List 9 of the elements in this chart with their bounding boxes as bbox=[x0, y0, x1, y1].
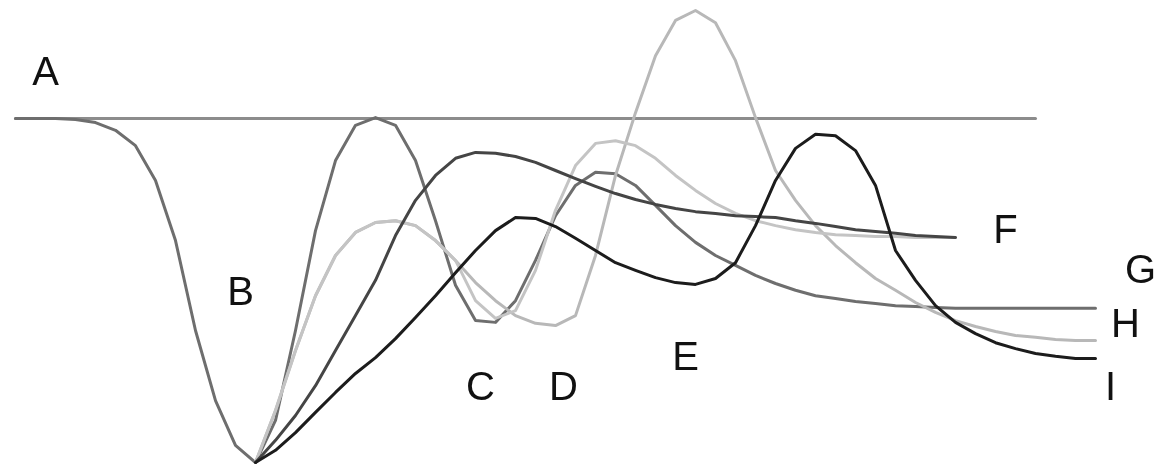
annotation: B bbox=[227, 268, 254, 313]
annotation: A bbox=[32, 48, 60, 93]
annotation: C bbox=[466, 363, 495, 408]
annotation: D bbox=[549, 363, 578, 408]
text: G bbox=[1124, 246, 1157, 291]
annotation: E bbox=[672, 333, 699, 378]
annotation: F bbox=[993, 206, 1018, 251]
annotation: I bbox=[1104, 363, 1117, 408]
text: H bbox=[1111, 300, 1140, 345]
